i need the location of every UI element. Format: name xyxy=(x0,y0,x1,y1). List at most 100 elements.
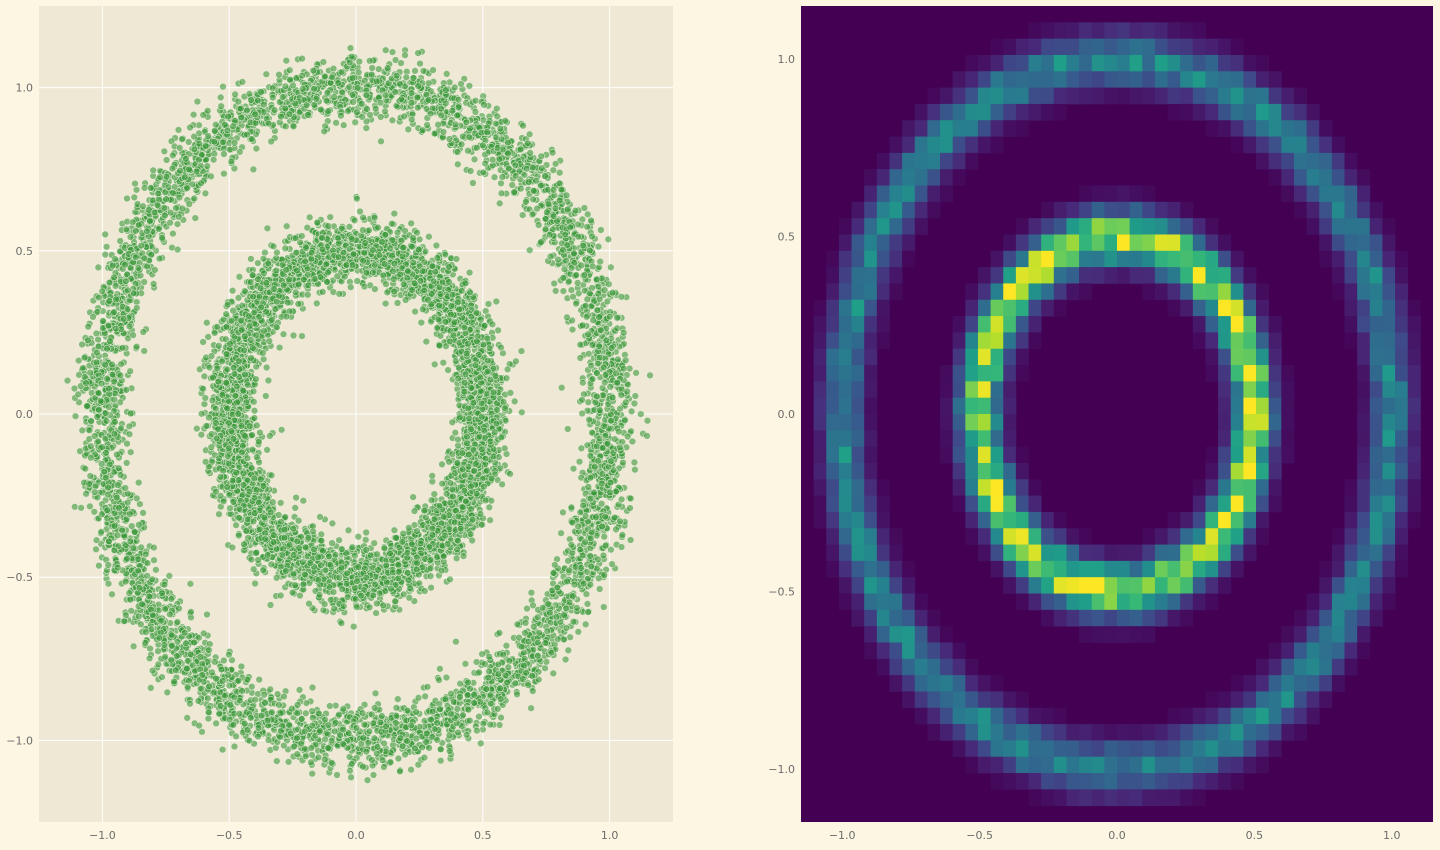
scatter-point xyxy=(448,690,455,697)
scatter-point xyxy=(338,112,345,119)
scatter-point xyxy=(310,67,317,74)
scatter-point xyxy=(368,71,375,78)
scatter-point xyxy=(534,639,541,646)
scatter-point xyxy=(360,735,367,742)
scatter-point xyxy=(79,341,86,348)
scatter-point xyxy=(258,89,265,96)
scatter-point xyxy=(383,723,390,730)
scatter-point xyxy=(109,361,116,368)
scatter-point xyxy=(335,80,342,87)
scatter-point xyxy=(527,150,534,157)
scatter-point xyxy=(144,572,151,579)
scatter-point xyxy=(204,163,211,170)
scatter-point xyxy=(150,167,157,174)
scatter-point xyxy=(248,97,255,104)
scatter-point xyxy=(579,379,586,386)
scatter-point xyxy=(393,704,400,711)
scatter-point xyxy=(285,758,292,765)
scatter-point xyxy=(397,768,404,775)
scatter-point xyxy=(389,117,396,124)
scatter-point xyxy=(161,581,168,588)
scatter-point xyxy=(454,161,461,168)
scatter-point xyxy=(363,125,370,132)
scatter-point xyxy=(253,145,260,152)
scatter-point xyxy=(175,214,182,221)
scatter-point xyxy=(174,246,181,253)
scatter-point xyxy=(123,460,130,467)
scatter-point xyxy=(589,263,596,270)
scatter-point xyxy=(494,145,501,152)
scatter-point xyxy=(146,593,153,600)
scatter-point xyxy=(526,131,533,138)
scatter-point xyxy=(579,322,586,329)
scatter-point xyxy=(632,466,639,473)
scatter-point xyxy=(265,120,272,127)
scatter-point xyxy=(171,678,178,685)
scatter-point xyxy=(401,113,408,120)
scatter-point xyxy=(392,89,399,96)
scatter-point xyxy=(264,717,271,724)
scatter-point xyxy=(568,287,575,294)
scatter-point xyxy=(79,427,86,434)
scatter-point xyxy=(509,182,516,189)
scatter-point xyxy=(348,53,355,60)
scatter-point xyxy=(123,612,130,619)
scatter-point xyxy=(126,511,133,518)
scatter-point xyxy=(457,694,464,701)
scatter-point xyxy=(564,242,571,249)
scatter-point xyxy=(226,682,233,689)
scatter-point xyxy=(569,326,576,333)
scatter-point xyxy=(273,758,280,765)
scatter-point xyxy=(448,711,455,718)
scatter-point xyxy=(183,155,190,162)
scatter-point xyxy=(442,100,449,107)
scatter-point xyxy=(135,479,142,486)
scatter-point xyxy=(95,406,102,413)
scatter-point xyxy=(330,65,337,72)
scatter-point xyxy=(560,288,567,295)
scatter-point xyxy=(551,280,558,287)
scatter-point xyxy=(465,679,472,686)
scatter-point xyxy=(261,101,268,108)
scatter-point xyxy=(111,274,118,281)
scatter-point xyxy=(112,256,119,263)
scatter-point xyxy=(410,75,417,82)
scatter-point xyxy=(598,227,605,234)
scatter-point xyxy=(176,605,183,612)
scatter-point xyxy=(164,689,171,696)
scatter-point xyxy=(522,620,529,627)
scatter-point xyxy=(460,712,467,719)
scatter-point xyxy=(369,65,376,72)
scatter-point xyxy=(415,694,422,701)
scatter-point xyxy=(553,614,560,621)
scatter-point xyxy=(572,207,579,214)
scatter-point xyxy=(72,413,79,420)
scatter-point xyxy=(267,686,274,693)
scatter-point xyxy=(393,713,400,720)
scatter-point xyxy=(230,721,237,728)
scatter-point xyxy=(126,323,133,330)
scatter-point xyxy=(127,596,134,603)
scatter-point xyxy=(458,80,465,87)
scatter-point xyxy=(497,696,504,703)
scatter-point xyxy=(211,689,218,696)
scatter-point xyxy=(603,337,610,344)
scatter-point xyxy=(627,495,634,502)
scatter-point xyxy=(299,72,306,79)
scatter-point xyxy=(185,139,192,146)
scatter-point xyxy=(496,200,503,207)
scatter-point xyxy=(309,722,316,729)
scatter-point xyxy=(141,279,148,286)
scatter-point xyxy=(105,322,112,329)
scatter-point xyxy=(574,280,581,287)
scatter-point xyxy=(305,112,312,119)
scatter-point xyxy=(570,618,577,625)
scatter-point xyxy=(151,544,158,551)
scatter-point xyxy=(99,288,106,295)
scatter-point xyxy=(577,341,584,348)
scatter-point xyxy=(252,696,259,703)
scatter-point xyxy=(551,561,558,568)
scatter-point xyxy=(91,433,98,440)
scatter-point xyxy=(564,314,571,321)
scatter-point xyxy=(152,267,159,274)
